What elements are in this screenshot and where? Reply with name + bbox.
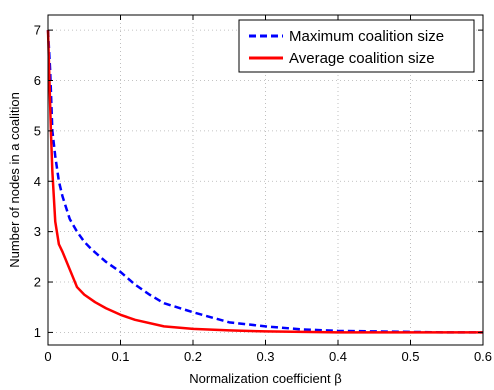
y-tick-label: 7 (34, 23, 41, 38)
x-tick-label: 0.2 (184, 349, 202, 364)
y-tick-label: 4 (34, 174, 41, 189)
y-tick-label: 2 (34, 275, 41, 290)
y-tick-label: 3 (34, 224, 41, 239)
legend: Maximum coalition size Average coalition… (238, 19, 475, 73)
grid-lines (47, 15, 484, 345)
series-lines (46, 30, 483, 334)
y-tick-label: 5 (34, 123, 41, 138)
x-tick-label: 0.3 (256, 349, 274, 364)
x-tick-label: 0.6 (474, 349, 492, 364)
y-tick-label: 6 (34, 73, 41, 88)
x-tick-label: 0.1 (111, 349, 129, 364)
x-tick-labels: 0 0.1 0.2 0.3 0.4 0.5 0.6 (44, 349, 492, 364)
x-tick-label: 0 (44, 349, 51, 364)
legend-label-avg: Average coalition size (289, 50, 435, 67)
y-axis-label: Number of nodes in a coalition (7, 92, 22, 268)
x-tick-label: 0.4 (329, 349, 347, 364)
legend-label-max: Maximum coalition size (289, 28, 444, 45)
axis-ticks (47, 15, 484, 345)
series-line-max (46, 30, 483, 334)
x-axis-label: Normalization coefficient β (189, 371, 341, 386)
legend-box (238, 19, 475, 73)
y-tick-label: 1 (34, 325, 41, 340)
y-tick-labels: 1 2 3 4 5 6 7 (34, 23, 41, 340)
series-line-avg (46, 30, 483, 334)
x-tick-label: 0.5 (401, 349, 419, 364)
